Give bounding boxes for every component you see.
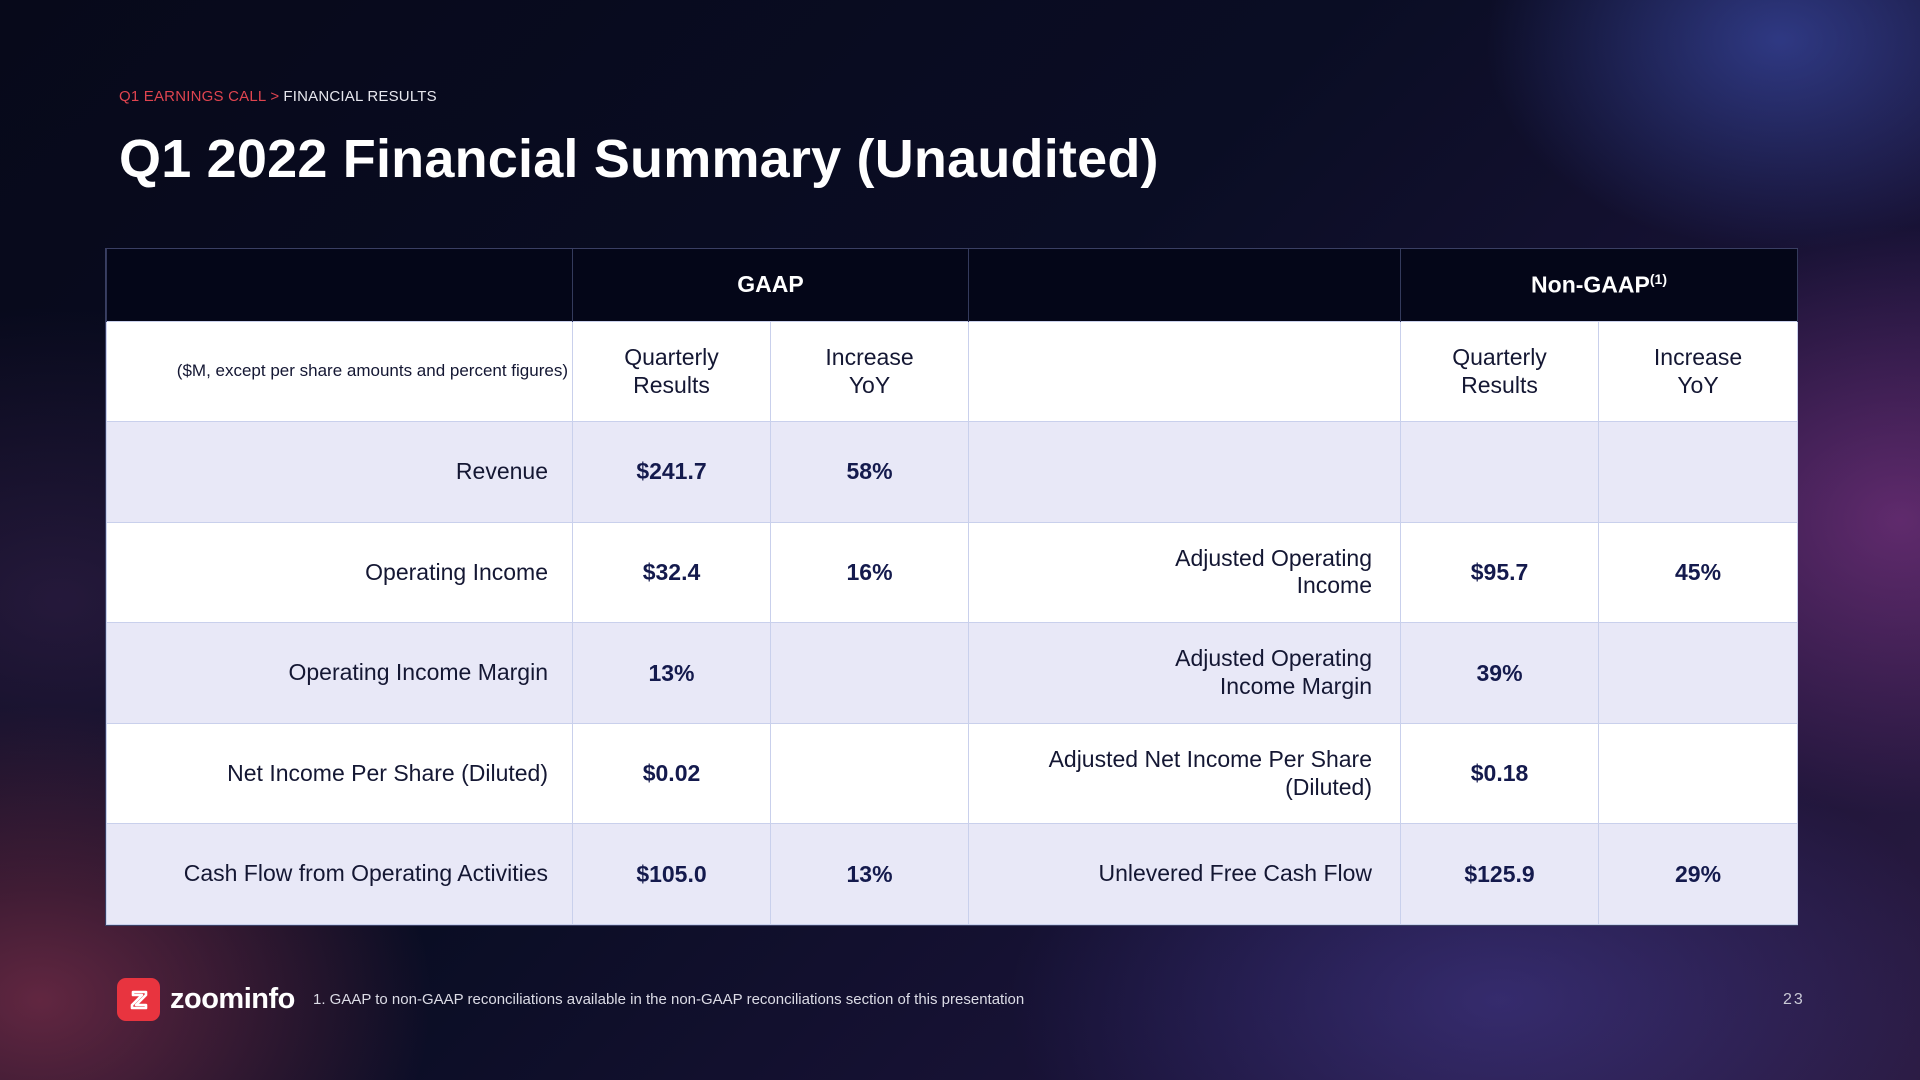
gaap-yoy-value: 13%: [769, 823, 970, 925]
nongaap-label-line: Adjusted Operating: [1175, 645, 1373, 672]
nongaap-yoy-value: [1598, 421, 1799, 523]
colhead-line: Quarterly: [624, 344, 719, 371]
nongaap-quarterly-value: 39%: [1400, 622, 1600, 724]
header-empty-cell: [968, 249, 1402, 321]
nongaap-quarterly-value: $125.9: [1400, 823, 1600, 925]
page-number: 23: [1783, 991, 1805, 1008]
gaap-yoy-value: 16%: [769, 521, 970, 624]
nongaap-quarterly-value: $95.7: [1400, 521, 1600, 624]
breadcrumb: Q1 EARNINGS CALL > FINANCIAL RESULTS: [119, 88, 437, 105]
nongaap-label-line: Income: [1296, 572, 1373, 599]
nongaap-label-line: Unlevered Free Cash Flow: [1098, 860, 1373, 887]
gaap-quarterly-value: $32.4: [572, 521, 771, 624]
financial-summary-table: GAAP Non-GAAP(1) ($M, except per share a…: [105, 248, 1799, 926]
breadcrumb-page: FINANCIAL RESULTS: [283, 88, 437, 105]
gaap-quarterly-value: 13%: [572, 622, 771, 724]
column-header-row: ($M, except per share amounts and percen…: [106, 320, 1799, 423]
nongaap-quarterly-value: [1400, 421, 1600, 523]
header-empty-cell: [106, 249, 573, 321]
table-row: Operating Income Margin 13% Adjusted Opera…: [106, 622, 1799, 724]
nongaap-metric-label: Unlevered Free Cash Flow: [968, 823, 1402, 925]
footnote: 1. GAAP to non-GAAP reconciliations avai…: [313, 991, 1025, 1008]
logo-wordmark: zoominfo: [170, 983, 295, 1015]
nongaap-label-line: (Diluted): [1285, 773, 1373, 800]
nongaap-metric-label: Adjusted Operating Income Margin: [968, 622, 1402, 724]
gaap-header: GAAP: [571, 249, 970, 321]
gaap-metric-label: Operating Income: [106, 521, 573, 624]
nongaap-label-line: Income Margin: [1219, 673, 1373, 700]
nongaap-yoy-value: 29%: [1598, 823, 1799, 925]
table-row: Revenue $241.7 58%: [106, 421, 1799, 523]
table-row: Operating Income $32.4 16% Adjusted Operati…: [106, 521, 1799, 624]
nongaap-metric-label: [968, 421, 1402, 523]
nongaap-yoy-value: [1598, 722, 1799, 825]
colhead-line: Increase: [825, 344, 914, 371]
units-note: ($M, except per share amounts and percen…: [106, 320, 573, 423]
colhead-line: Results: [633, 372, 710, 399]
table-row: Cash Flow from Operating Activities $105.…: [106, 823, 1799, 925]
gaap-metric-label: Revenue: [106, 421, 573, 523]
gaap-yoy-value: 58%: [769, 421, 970, 523]
colhead-line: YoY: [848, 372, 891, 399]
colhead-line: Quarterly: [1452, 344, 1547, 371]
gaap-quarterly-value: $241.7: [572, 421, 771, 523]
page-title: Q1 2022 Financial Summary (Unaudited): [119, 129, 1159, 189]
footnote-marker: (1): [1649, 270, 1667, 287]
gaap-metric-label: Cash Flow from Operating Activities: [106, 823, 573, 925]
nongaap-header: Non-GAAP(1): [1400, 249, 1799, 321]
gaap-quarterly-value: $105.0: [572, 823, 771, 925]
colhead-line: YoY: [1677, 372, 1719, 399]
nongaap-metric-label: Adjusted Net Income Per Share (Diluted): [968, 722, 1402, 825]
nongaap-quarterly-value: $0.18: [1400, 722, 1600, 825]
nongaap-quarterly-results-header: Quarterly Results: [1400, 320, 1600, 423]
empty-cell: [968, 320, 1402, 423]
nongaap-label-line: Adjusted Operating: [1175, 544, 1373, 571]
breadcrumb-section: Q1 EARNINGS CALL: [119, 88, 267, 105]
zoominfo-logo: zoominfo: [117, 978, 295, 1021]
colhead-line: Results: [1461, 372, 1538, 399]
nongaap-header-label: Non-GAAP: [1531, 271, 1650, 298]
gaap-metric-label: Operating Income Margin: [106, 622, 573, 724]
nongaap-label-line: Adjusted Net Income Per Share: [1048, 746, 1373, 772]
nongaap-yoy-value: 45%: [1598, 521, 1799, 624]
gaap-quarterly-value: $0.02: [572, 722, 771, 825]
nongaap-metric-label: Adjusted Operating Income: [968, 521, 1402, 624]
gaap-quarterly-results-header: Quarterly Results: [572, 320, 771, 423]
nongaap-yoy-value: [1598, 622, 1799, 724]
table-row: Net Income Per Share (Diluted) $0.02 Adjus…: [106, 722, 1799, 825]
zoominfo-z-icon: [117, 978, 160, 1021]
nongaap-increase-yoy-header: Increase YoY: [1598, 320, 1799, 423]
gaap-yoy-value: [769, 622, 970, 724]
gaap-increase-yoy-header: Increase YoY: [769, 320, 970, 423]
colhead-line: Increase: [1653, 344, 1743, 371]
gaap-metric-label: Net Income Per Share (Diluted): [106, 722, 573, 825]
table-group-header-row: GAAP Non-GAAP(1): [106, 249, 1799, 321]
breadcrumb-separator: >: [270, 88, 280, 105]
gaap-header-label: GAAP: [737, 271, 804, 298]
gaap-yoy-value: [769, 722, 970, 825]
